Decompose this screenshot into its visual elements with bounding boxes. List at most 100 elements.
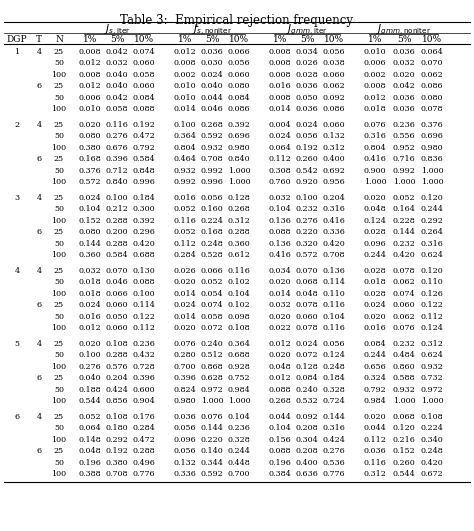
Text: 0.112: 0.112 [420,313,444,321]
Text: 0.400: 0.400 [296,459,319,467]
Text: 0.010: 0.010 [173,82,196,90]
Text: 0.068: 0.068 [296,278,319,286]
Text: 0.014: 0.014 [173,105,196,113]
Text: 0.144: 0.144 [323,413,346,421]
Text: 0.078: 0.078 [421,105,443,113]
Text: 0.392: 0.392 [133,217,155,225]
Text: 0.038: 0.038 [323,59,346,67]
Text: 0.020: 0.020 [173,324,196,332]
Text: 0.144: 0.144 [392,228,415,236]
Text: 6: 6 [36,228,42,236]
Text: 0.040: 0.040 [106,82,128,90]
Text: 0.048: 0.048 [364,205,386,213]
Text: 0.110: 0.110 [323,290,346,298]
Text: 0.364: 0.364 [228,340,250,348]
Text: 0.016: 0.016 [364,324,386,332]
Text: 0.006: 0.006 [79,94,101,102]
Text: 0.148: 0.148 [79,436,101,444]
Text: 0.556: 0.556 [392,132,415,140]
Text: 0.184: 0.184 [323,374,346,382]
Text: 5%: 5% [300,36,314,45]
Text: 25: 25 [54,301,64,309]
Text: 0.220: 0.220 [201,436,223,444]
Text: 0.012: 0.012 [79,59,101,67]
Text: 0.860: 0.860 [392,363,415,371]
Text: 0.108: 0.108 [421,413,443,421]
Text: 0.212: 0.212 [106,205,128,213]
Text: 0.424: 0.424 [106,386,128,394]
Text: 0.340: 0.340 [420,436,443,444]
Text: 0.074: 0.074 [133,48,155,56]
Text: 0.240: 0.240 [201,340,223,348]
Text: 2: 2 [14,121,19,129]
Text: 25: 25 [54,82,64,90]
Text: 5%: 5% [397,36,411,45]
Text: 0.116: 0.116 [173,217,196,225]
Text: 0.086: 0.086 [228,105,250,113]
Text: 0.020: 0.020 [79,121,101,129]
Text: 6: 6 [36,155,42,163]
Text: 0.124: 0.124 [323,351,346,359]
Text: 0.020: 0.020 [79,340,101,348]
Text: 0.060: 0.060 [133,59,155,67]
Text: 0.288: 0.288 [133,447,155,455]
Text: 0.060: 0.060 [106,324,128,332]
Text: 0.008: 0.008 [269,94,291,102]
Text: 0.380: 0.380 [79,144,101,152]
Text: 0.036: 0.036 [173,413,196,421]
Text: 0.312: 0.312 [364,470,386,478]
Text: 0.136: 0.136 [269,217,292,225]
Text: 0.076: 0.076 [392,324,415,332]
Text: 0.044: 0.044 [364,424,386,432]
Text: $J_{gmm,\mathrm{iter}}$: $J_{gmm,\mathrm{iter}}$ [286,23,328,37]
Text: 4: 4 [36,340,42,348]
Text: 0.002: 0.002 [364,71,386,79]
Text: 0.066: 0.066 [228,48,250,56]
Text: 0.060: 0.060 [296,313,319,321]
Text: 0.168: 0.168 [201,228,223,236]
Text: 0.008: 0.008 [269,71,291,79]
Text: 0.584: 0.584 [106,251,128,259]
Text: 0.084: 0.084 [133,94,155,102]
Text: 0.010: 0.010 [173,94,196,102]
Text: 100: 100 [52,324,66,332]
Text: 1.000: 1.000 [421,167,443,175]
Text: 0.284: 0.284 [173,251,196,259]
Text: 0.100: 0.100 [79,351,101,359]
Text: 0.932: 0.932 [201,144,223,152]
Text: 4: 4 [36,48,42,56]
Text: 0.014: 0.014 [269,290,292,298]
Text: 0.288: 0.288 [106,240,128,248]
Text: 0.496: 0.496 [133,459,155,467]
Text: 0.018: 0.018 [79,290,101,298]
Text: 0.102: 0.102 [228,278,250,286]
Text: 0.276: 0.276 [106,132,128,140]
Text: 0.104: 0.104 [323,313,346,321]
Text: $J_{s,\mathrm{noniter}}$: $J_{s,\mathrm{noniter}}$ [192,22,232,38]
Text: 0.056: 0.056 [323,340,346,348]
Text: 0.048: 0.048 [296,290,319,298]
Text: 0.020: 0.020 [364,194,386,202]
Text: Table 3:  Empirical rejection frequency: Table 3: Empirical rejection frequency [120,14,354,27]
Text: 0.204: 0.204 [323,194,346,202]
Text: 0.008: 0.008 [269,59,291,67]
Text: 0.448: 0.448 [228,459,250,467]
Text: 0.020: 0.020 [392,71,415,79]
Text: $J_{s,\mathrm{iter}}$: $J_{s,\mathrm{iter}}$ [104,22,130,38]
Text: 0.088: 0.088 [133,278,155,286]
Text: 0.260: 0.260 [392,459,415,467]
Text: 0.060: 0.060 [133,82,155,90]
Text: 0.012: 0.012 [79,324,101,332]
Text: 5%: 5% [110,36,124,45]
Text: 0.060: 0.060 [392,301,415,309]
Text: 0.120: 0.120 [420,194,443,202]
Text: 0.420: 0.420 [392,251,415,259]
Text: 0.592: 0.592 [201,470,223,478]
Text: 25: 25 [54,121,64,129]
Text: 5%: 5% [205,36,219,45]
Text: 0.296: 0.296 [133,228,155,236]
Text: 0.236: 0.236 [228,424,250,432]
Text: 0.152: 0.152 [79,217,101,225]
Text: 0.126: 0.126 [420,290,444,298]
Text: 0.984: 0.984 [364,397,386,405]
